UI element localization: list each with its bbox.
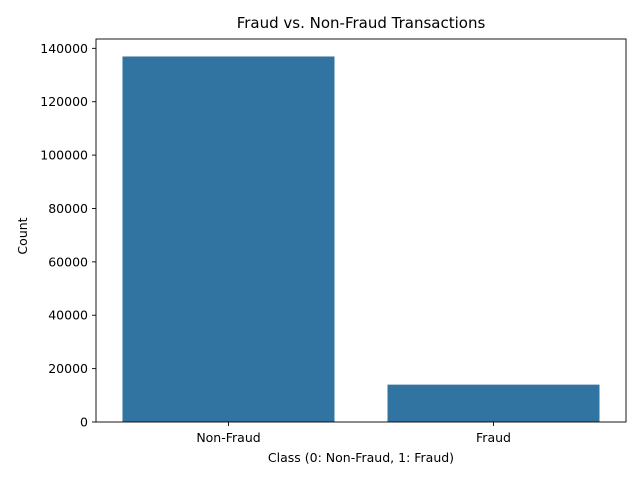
y-axis-ticks: 0 20000 40000 60000 80000 100000 120000 140000 — [40, 41, 96, 430]
y-tick-label: 140000 — [40, 41, 88, 56]
bar-non-fraud — [122, 56, 335, 423]
x-axis-ticks: Non-Fraud Fraud — [196, 422, 511, 445]
x-tick-label: Non-Fraud — [196, 430, 260, 445]
y-tick-label: 80000 — [48, 201, 88, 216]
y-axis-label: Count — [15, 217, 30, 254]
plot-frame — [95, 38, 627, 423]
y-tick-label: 20000 — [48, 361, 88, 376]
bars-group — [122, 56, 600, 423]
y-tick-label: 120000 — [40, 94, 88, 109]
bar-fraud — [387, 384, 600, 422]
y-tick-label: 100000 — [40, 148, 88, 163]
y-tick-label: 0 — [80, 415, 88, 430]
chart-title: Fraud vs. Non-Fraud Transactions — [237, 14, 486, 32]
x-tick-label: Fraud — [476, 430, 511, 445]
y-tick-label: 60000 — [48, 254, 88, 269]
x-axis-label: Class (0: Non-Fraud, 1: Fraud) — [268, 450, 454, 465]
y-tick-label: 40000 — [48, 308, 88, 323]
